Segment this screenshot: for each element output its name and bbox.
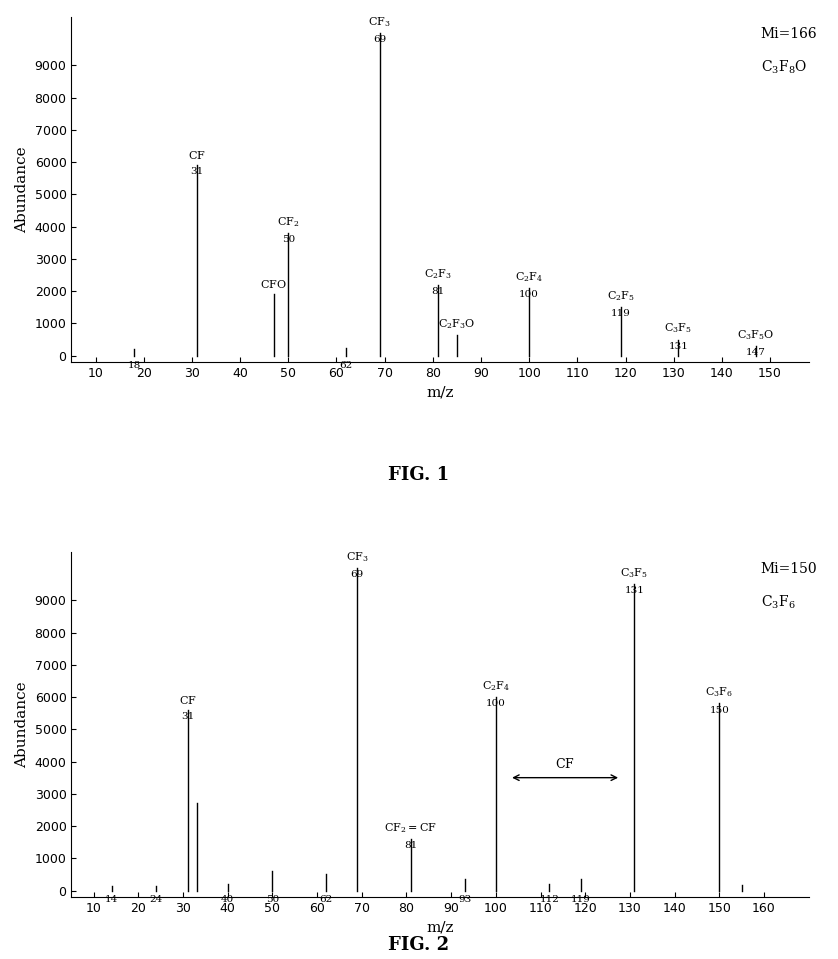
Text: 112: 112 xyxy=(540,896,560,904)
Text: 93: 93 xyxy=(458,896,471,904)
Text: $\mathregular{CF_3}$: $\mathregular{CF_3}$ xyxy=(346,550,369,564)
Text: 50: 50 xyxy=(266,896,279,904)
Text: 119: 119 xyxy=(571,896,591,904)
Text: $\mathregular{C_3F_8O}$: $\mathregular{C_3F_8O}$ xyxy=(761,58,807,76)
Text: 31: 31 xyxy=(190,168,204,176)
Text: $\mathregular{CFO}$: $\mathregular{CFO}$ xyxy=(261,278,287,291)
Text: 100: 100 xyxy=(486,699,506,708)
Text: 131: 131 xyxy=(669,341,689,351)
Text: $\mathregular{C_2F_4}$: $\mathregular{C_2F_4}$ xyxy=(515,270,543,284)
Text: FIG. 2: FIG. 2 xyxy=(389,936,449,954)
Text: 131: 131 xyxy=(624,586,644,596)
Text: 150: 150 xyxy=(709,706,729,714)
Text: $\mathregular{C_3F_5}$: $\mathregular{C_3F_5}$ xyxy=(665,321,692,336)
Text: $\mathregular{C_2F_5}$: $\mathregular{C_2F_5}$ xyxy=(607,290,634,303)
Text: $\mathregular{C_3F_6}$: $\mathregular{C_3F_6}$ xyxy=(761,594,795,611)
Text: $\mathregular{CF_2{=}CF}$: $\mathregular{CF_2{=}CF}$ xyxy=(385,821,437,835)
Text: 100: 100 xyxy=(520,290,539,299)
Text: $\mathregular{C_3F_6}$: $\mathregular{C_3F_6}$ xyxy=(705,686,733,699)
Text: 81: 81 xyxy=(405,841,417,850)
Text: 50: 50 xyxy=(282,235,295,245)
Text: Mi=150: Mi=150 xyxy=(761,562,817,576)
Text: $\mathregular{CF_2}$: $\mathregular{CF_2}$ xyxy=(277,215,299,229)
Text: $\mathregular{CF}$: $\mathregular{CF}$ xyxy=(178,694,196,706)
Text: 14: 14 xyxy=(105,896,118,904)
X-axis label: m/z: m/z xyxy=(427,386,453,400)
Text: $\mathregular{C_3F_5}$: $\mathregular{C_3F_5}$ xyxy=(620,567,649,580)
Text: Mi=166: Mi=166 xyxy=(761,28,817,41)
Text: $\mathregular{CF}$: $\mathregular{CF}$ xyxy=(188,150,205,161)
Text: 62: 62 xyxy=(339,361,353,369)
Text: $\mathregular{CF}$: $\mathregular{CF}$ xyxy=(556,758,575,771)
Text: 62: 62 xyxy=(319,896,333,904)
Text: 18: 18 xyxy=(127,361,141,369)
Y-axis label: Abundance: Abundance xyxy=(15,147,29,233)
Text: FIG. 1: FIG. 1 xyxy=(389,466,449,483)
Text: $\mathregular{C_2F_4}$: $\mathregular{C_2F_4}$ xyxy=(482,679,510,693)
Text: 81: 81 xyxy=(431,287,444,295)
Text: 147: 147 xyxy=(746,348,766,357)
X-axis label: m/z: m/z xyxy=(427,921,453,934)
Text: 40: 40 xyxy=(221,896,235,904)
Text: $\mathregular{C_3F_5O}$: $\mathregular{C_3F_5O}$ xyxy=(737,328,774,342)
Text: 69: 69 xyxy=(351,570,364,579)
Y-axis label: Abundance: Abundance xyxy=(15,681,29,768)
Text: 119: 119 xyxy=(611,310,631,318)
Text: 31: 31 xyxy=(181,712,194,721)
Text: 69: 69 xyxy=(373,35,386,44)
Text: $\mathregular{CF_3}$: $\mathregular{CF_3}$ xyxy=(369,15,391,29)
Text: $\mathregular{C_2F_3O}$: $\mathregular{C_2F_3O}$ xyxy=(438,316,476,331)
Text: $\mathregular{C_2F_3}$: $\mathregular{C_2F_3}$ xyxy=(423,267,452,281)
Text: 24: 24 xyxy=(150,896,163,904)
